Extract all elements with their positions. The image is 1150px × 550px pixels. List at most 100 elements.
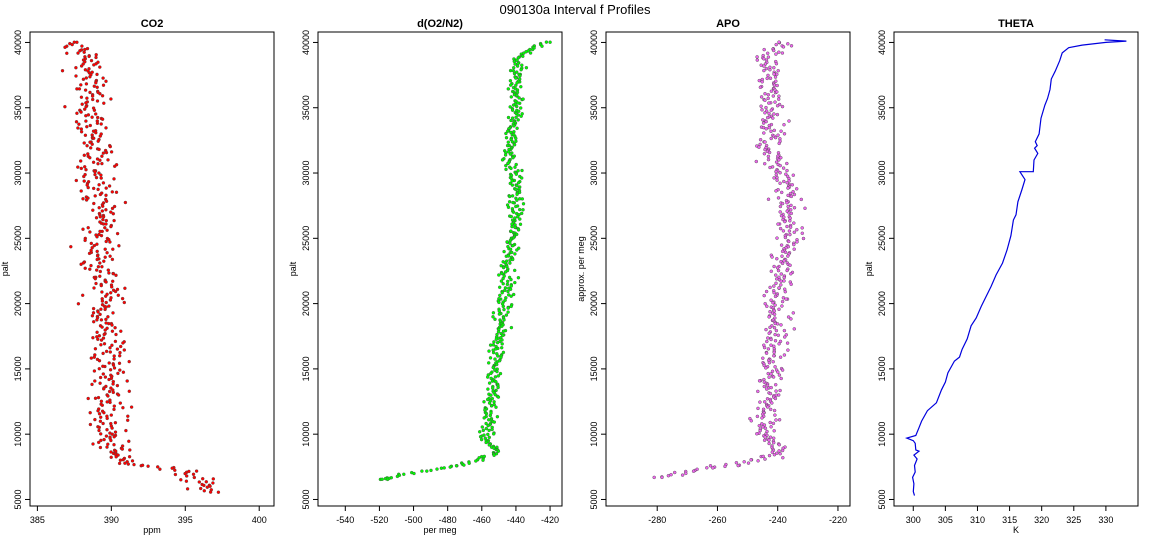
apo-data-point xyxy=(774,52,778,56)
o2n2-y-tick-label: 40000 xyxy=(301,30,311,55)
co2-data-point xyxy=(99,122,103,126)
co2-data-point xyxy=(116,393,121,397)
apo-data-point xyxy=(780,254,784,258)
o2n2-data-point xyxy=(511,200,515,205)
apo-data-point xyxy=(755,58,759,62)
co2-data-point xyxy=(205,485,210,489)
apo-data-point xyxy=(767,111,771,116)
o2n2-data-point xyxy=(491,365,495,370)
co2-data-point xyxy=(63,45,67,49)
co2-data-point xyxy=(80,102,84,106)
co2-data-point xyxy=(127,359,131,364)
apo-data-point xyxy=(783,250,788,255)
co2-data-point xyxy=(95,318,99,322)
apo-data-point xyxy=(764,327,768,332)
apo-data-point xyxy=(780,51,785,55)
apo-data-point xyxy=(769,385,773,390)
apo-data-point xyxy=(756,406,760,411)
apo-data-point xyxy=(785,224,789,229)
apo-data-point xyxy=(766,197,771,202)
apo-data-point xyxy=(772,453,777,457)
o2n2-data-point xyxy=(448,465,452,469)
o2n2-data-point xyxy=(380,477,384,481)
apo-y-axis-label: approx. per meg xyxy=(576,236,586,302)
apo-data-point xyxy=(764,366,768,370)
co2-data-point xyxy=(79,110,83,114)
co2-data-point xyxy=(179,478,183,482)
co2-data-point xyxy=(76,126,80,130)
o2n2-data-point xyxy=(503,270,508,274)
co2-data-point xyxy=(95,249,99,254)
apo-data-point xyxy=(760,108,764,112)
o2n2-data-point xyxy=(493,375,498,379)
co2-data-point xyxy=(94,53,98,57)
o2n2-data-point xyxy=(513,62,517,66)
o2n2-data-point xyxy=(506,129,510,133)
co2-data-point xyxy=(110,206,115,211)
co2-data-point xyxy=(74,65,78,70)
apo-data-point xyxy=(780,249,785,254)
o2n2-data-point xyxy=(480,425,484,429)
o2n2-data-point xyxy=(488,413,492,418)
co2-data-point xyxy=(112,404,117,408)
apo-data-point xyxy=(773,303,777,307)
co2-data-point xyxy=(120,447,125,451)
co2-data-point xyxy=(100,154,104,158)
co2-data-point xyxy=(88,411,92,415)
co2-data-point xyxy=(74,74,78,78)
apo-data-point xyxy=(774,62,779,66)
co2-data-point xyxy=(96,440,101,445)
apo-data-point xyxy=(768,391,773,396)
co2-data-point xyxy=(104,79,108,84)
o2n2-data-point xyxy=(489,404,494,408)
apo-data-point xyxy=(788,232,792,237)
co2-data-point xyxy=(92,108,97,113)
apo-data-point xyxy=(785,161,789,166)
apo-data-point xyxy=(769,298,773,302)
co2-data-point xyxy=(184,474,189,478)
apo-data-point xyxy=(756,389,760,394)
co2-data-point xyxy=(216,490,221,494)
co2-data-point xyxy=(100,94,105,98)
o2n2-data-point xyxy=(515,232,519,237)
co2-data-point xyxy=(109,455,113,459)
apo-data-point xyxy=(755,432,759,436)
co2-data-point xyxy=(170,466,174,470)
o2n2-data-point xyxy=(508,78,513,83)
co2-x-axis-label: ppm xyxy=(143,525,161,535)
o2n2-data-point xyxy=(512,129,516,134)
theta-y-tick-label: 15000 xyxy=(877,356,887,381)
o2n2-data-point xyxy=(515,93,519,98)
theta-profile-line xyxy=(904,39,1127,496)
apo-data-point xyxy=(773,135,778,140)
o2n2-data-point xyxy=(499,279,504,283)
co2-data-point xyxy=(115,231,120,236)
apo-data-point xyxy=(778,163,782,168)
o2n2-data-point xyxy=(511,257,515,262)
apo-data-point xyxy=(776,222,780,226)
o2n2-data-point xyxy=(512,292,516,297)
co2-data-point xyxy=(108,291,113,295)
o2n2-data-point xyxy=(491,311,496,315)
co2-data-point xyxy=(100,161,104,166)
apo-data-point xyxy=(792,247,796,251)
o2n2-data-point xyxy=(514,187,518,192)
co2-data-point xyxy=(108,400,112,405)
co2-data-point xyxy=(110,323,114,327)
o2n2-data-point xyxy=(484,411,489,416)
co2-y-tick-label: 10000 xyxy=(13,422,23,447)
apo-data-point xyxy=(768,285,772,290)
co2-data-point xyxy=(107,377,111,382)
apo-data-point xyxy=(792,221,796,225)
o2n2-data-point xyxy=(497,300,501,305)
co2-data-point xyxy=(101,151,106,155)
theta-y-tick-label: 10000 xyxy=(877,422,887,447)
co2-data-point xyxy=(109,97,113,101)
co2-data-point xyxy=(115,287,120,292)
apo-data-point xyxy=(773,413,777,417)
theta-y-tick-label: 5000 xyxy=(877,489,887,509)
co2-data-point xyxy=(76,165,80,169)
co2-data-point xyxy=(94,268,99,272)
co2-data-point xyxy=(102,437,106,442)
apo-data-point xyxy=(763,147,767,152)
